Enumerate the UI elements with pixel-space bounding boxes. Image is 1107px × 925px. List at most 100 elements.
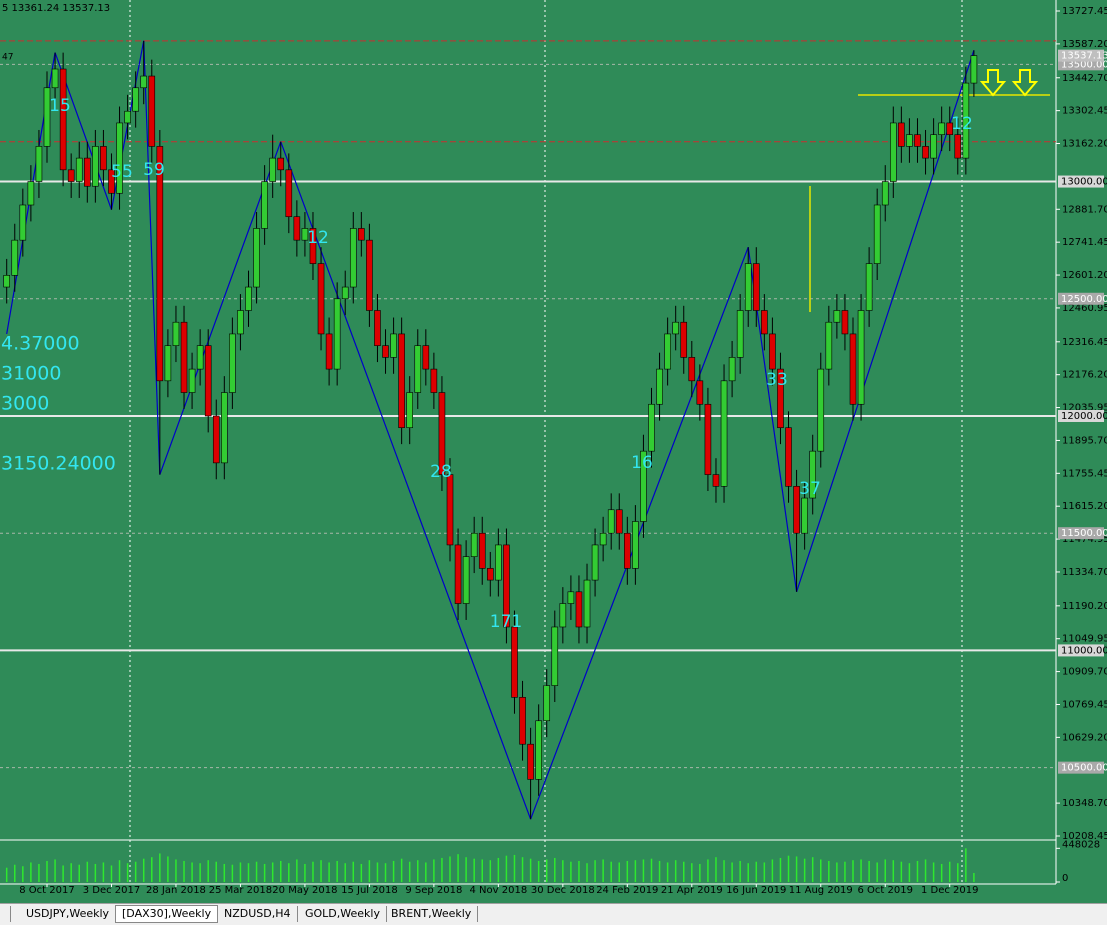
tab[interactable]: GOLD,Weekly — [299, 906, 387, 922]
candle-body — [567, 591, 575, 604]
candle-body — [865, 263, 873, 311]
candle-body — [672, 321, 679, 335]
candle-body — [930, 134, 937, 159]
candle-body — [970, 55, 978, 84]
y-tick-label: 10769.45 — [1062, 699, 1107, 710]
zigzag-segment — [143, 40, 161, 475]
last-price-label: 13537.13 — [1061, 51, 1107, 62]
candle-body — [212, 415, 220, 464]
level-label: 12500.00 — [1061, 294, 1107, 305]
candle-body — [229, 333, 236, 393]
candle-body — [462, 556, 470, 604]
y-tick-label: 10629.20 — [1062, 732, 1107, 743]
candle-body — [809, 450, 817, 499]
level-label: 11500.00 — [1061, 528, 1107, 539]
candle-body — [11, 239, 19, 276]
candle-body — [204, 345, 212, 417]
x-tick-label: 3 Dec 2017 — [83, 885, 141, 896]
candle-body — [140, 75, 148, 89]
candle-body — [148, 75, 156, 147]
candle-body — [889, 122, 897, 182]
wave-label: 28 — [430, 462, 452, 482]
candle-body — [551, 626, 559, 686]
y-tick-label: 13727.45 — [1062, 6, 1107, 17]
candle-body — [833, 310, 841, 323]
candle-body — [196, 345, 204, 370]
candle-body — [632, 521, 639, 569]
candle-body — [769, 333, 776, 370]
candle-body — [962, 82, 970, 159]
y-tick-label: 12035.95 — [1062, 403, 1107, 414]
candle-body — [777, 368, 784, 429]
candle-body — [704, 403, 712, 475]
candle-body — [761, 310, 768, 335]
y-tick-label: 12601.20 — [1062, 270, 1107, 281]
y-tick-label: 11474.95 — [1062, 534, 1107, 545]
candle-body — [285, 169, 293, 218]
tab[interactable]: NZDUSD,H4 — [218, 906, 298, 922]
tab[interactable]: USDJPY,Weekly — [20, 906, 117, 922]
wave-label: 12 — [307, 228, 329, 248]
candle-body — [188, 368, 196, 393]
candle-body — [366, 239, 373, 311]
y-tick-label: 12881.70 — [1062, 204, 1107, 215]
signal-arrow — [1011, 69, 1039, 97]
candle-body — [519, 697, 526, 745]
level-label-box — [1058, 292, 1104, 305]
level-value-label: 4.37000 — [1, 333, 80, 355]
candle-body — [108, 169, 115, 194]
zigzag-segment — [796, 50, 975, 593]
candle-body — [801, 497, 808, 534]
candle-body — [414, 345, 422, 393]
candle-body — [349, 228, 357, 288]
wave-label: 15 — [49, 96, 71, 116]
level-label: 12000.00 — [1061, 411, 1107, 422]
x-tick-label: 1 Dec 2019 — [921, 885, 979, 896]
candle-body — [390, 333, 397, 358]
candle-body — [261, 181, 268, 229]
wave-label: 12 — [951, 114, 973, 134]
y-tick-label: 11615.20 — [1062, 501, 1107, 512]
y-tick-label: 12741.45 — [1062, 237, 1107, 248]
candle-body — [906, 134, 913, 147]
candle-body — [293, 216, 301, 241]
candle-body — [736, 310, 744, 358]
candle-body — [164, 345, 172, 382]
zigzag-segment — [159, 141, 282, 475]
candle-body — [575, 591, 583, 628]
candle-body — [511, 626, 518, 698]
candle-body — [398, 333, 405, 429]
candle-body — [406, 392, 414, 429]
zigzag-segment — [530, 246, 749, 820]
candle-body — [583, 579, 591, 628]
candle-body — [688, 357, 696, 382]
candle-body — [624, 532, 631, 569]
candle-body — [503, 544, 510, 628]
candle-body — [922, 146, 929, 159]
candle-body — [793, 486, 800, 534]
candle-body — [438, 392, 446, 475]
level-label-box — [1058, 644, 1104, 657]
candle-body — [454, 544, 462, 604]
y-tick-label: 13162.20 — [1062, 139, 1107, 150]
candle-body — [43, 87, 51, 147]
candle-body — [382, 345, 389, 358]
candle-body — [124, 110, 131, 124]
candle-body — [881, 181, 889, 206]
level-label-box — [1058, 175, 1104, 188]
candle-body — [100, 146, 107, 171]
tab-active[interactable]: [DAX30],Weekly — [115, 905, 219, 923]
candle-body — [841, 310, 849, 335]
candle-body — [680, 321, 688, 358]
chart: 5 13361.24 13537.13 47 13727.4513587.201… — [0, 0, 1107, 896]
level-label-box — [1058, 409, 1104, 422]
candle-body — [422, 345, 430, 370]
y-tick-label: 13302.45 — [1062, 106, 1107, 117]
candle-body — [849, 333, 857, 405]
candle-body — [712, 474, 720, 487]
candle-body — [914, 134, 921, 147]
tab[interactable]: BRENT,Weekly — [385, 906, 479, 922]
y-tick-label: 11895.70 — [1062, 435, 1107, 446]
level-label-box — [1058, 761, 1104, 774]
